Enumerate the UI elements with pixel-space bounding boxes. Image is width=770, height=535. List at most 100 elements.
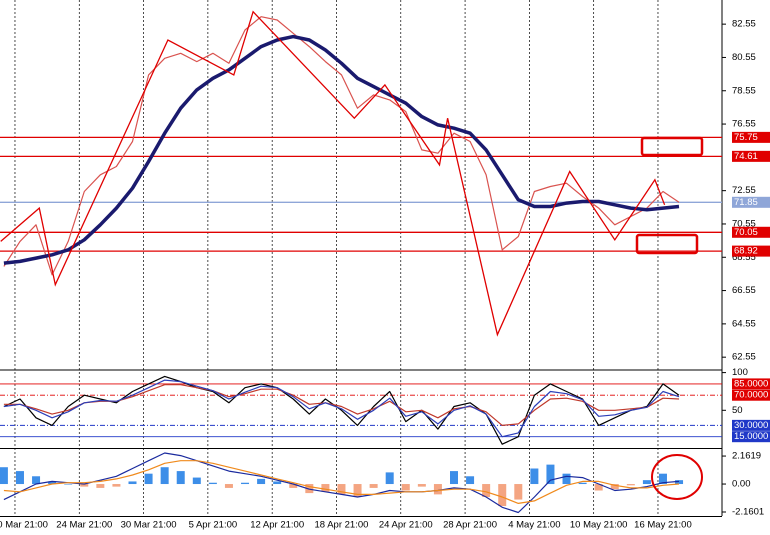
x-tick-label: 12 Apr 21:00 <box>250 520 304 531</box>
highlight-circle <box>651 454 703 500</box>
y-tick-label: 72.55 <box>732 185 756 196</box>
histogram-bar <box>658 473 667 485</box>
series-line <box>3 452 680 514</box>
histogram-bar <box>417 484 426 487</box>
histogram-bar <box>321 484 330 492</box>
x-tick-label: 18 Apr 21:00 <box>315 520 369 531</box>
y-tick-label: 0.00 <box>732 479 751 490</box>
series-line <box>3 379 680 438</box>
histogram-bar <box>385 472 394 485</box>
histogram-bar <box>305 484 314 494</box>
histogram-bar <box>514 484 523 500</box>
histogram-bar <box>610 484 619 490</box>
level-label-box <box>732 226 770 238</box>
histogram-bar <box>369 484 378 488</box>
histogram-bar <box>257 478 266 485</box>
y-tick-label: -2.1601 <box>732 507 764 518</box>
level-label-box <box>732 245 770 257</box>
histogram-bar <box>64 484 73 485</box>
histogram-bar <box>176 471 185 485</box>
y-tick-label: 76.55 <box>732 119 756 130</box>
series-line <box>3 34 680 265</box>
histogram-bar <box>48 481 57 485</box>
histogram-bar <box>241 482 250 485</box>
histogram-bar <box>498 484 507 507</box>
y-tick-label: 66.55 <box>732 285 756 296</box>
histogram-bar <box>15 471 24 485</box>
histogram-bar <box>401 484 410 491</box>
y-tick-label: 80.55 <box>732 52 756 63</box>
x-tick-label: 30 Mar 21:00 <box>121 520 177 531</box>
histogram-bar <box>546 464 555 485</box>
series-line <box>3 375 680 445</box>
histogram-bar <box>642 480 651 485</box>
x-tick-label: 28 Apr 21:00 <box>443 520 497 531</box>
level-label: 30.0000 <box>734 420 768 431</box>
histogram-bar <box>224 484 233 488</box>
x-tick-label: 16 May 21:00 <box>634 520 692 531</box>
histogram-bar <box>450 471 458 485</box>
level-label: 68.92 <box>734 246 758 257</box>
histogram-bar <box>626 484 635 486</box>
histogram-bar <box>273 481 282 485</box>
y-tick-label: 100 <box>732 367 748 378</box>
histogram-bar <box>594 484 603 491</box>
histogram-bar <box>208 482 217 485</box>
level-label: 85.0000 <box>734 378 768 389</box>
y-tick-label: 2.1619 <box>732 451 761 462</box>
zigzag-line <box>0 10 666 337</box>
histogram-bar <box>112 484 121 487</box>
histogram-bar <box>144 473 153 485</box>
level-label-box <box>732 131 770 143</box>
series-line <box>3 460 680 504</box>
level-label: 15.0000 <box>734 431 768 442</box>
y-tick-label: 68.55 <box>732 252 756 263</box>
level-label-box <box>732 389 770 401</box>
histogram-bar <box>466 476 475 485</box>
histogram-bar <box>32 476 41 485</box>
histogram-bar <box>160 467 169 485</box>
x-tick-label: 5 Apr 21:00 <box>189 520 238 531</box>
level-label-box <box>732 196 770 208</box>
level-label-box <box>732 431 770 443</box>
level-label: 70.05 <box>734 227 758 238</box>
x-tick-label: 4 May 21:00 <box>508 520 560 531</box>
histogram-bar <box>96 484 105 488</box>
y-tick-label: 78.55 <box>732 85 756 96</box>
y-tick-label: 62.55 <box>732 352 756 363</box>
histogram-bar <box>80 484 89 487</box>
x-tick-label: 24 Apr 21:00 <box>379 520 433 531</box>
x-tick-label: 10 May 21:00 <box>570 520 628 531</box>
level-label: 74.61 <box>734 151 758 162</box>
histogram-bar <box>289 484 298 488</box>
histogram-bar <box>353 484 362 497</box>
y-tick-label: 50 <box>732 405 743 416</box>
level-label: 75.75 <box>734 132 758 143</box>
histogram-bar <box>128 481 137 485</box>
histogram-bar <box>530 468 539 485</box>
level-label-box <box>732 419 770 431</box>
y-tick-label: 82.55 <box>732 19 756 30</box>
y-tick-label: 64.55 <box>732 318 756 329</box>
level-label-box <box>732 378 770 390</box>
level-label: 70.0000 <box>734 390 768 401</box>
histogram-bar <box>578 482 587 485</box>
series-line <box>3 16 680 276</box>
histogram-bar <box>482 484 491 497</box>
histogram-bar <box>433 484 442 495</box>
highlight-box <box>640 136 704 157</box>
histogram-bar <box>0 467 8 485</box>
histogram-bar <box>675 480 684 485</box>
histogram-bar <box>562 473 571 485</box>
x-tick-label: 24 Mar 21:00 <box>56 520 112 531</box>
x-tick-label: 20 Mar 21:00 <box>0 520 48 531</box>
histogram-bar <box>337 484 346 495</box>
histogram-bar <box>192 477 201 485</box>
highlight-box <box>635 233 699 255</box>
level-label-box <box>732 150 770 162</box>
y-tick-label: 70.55 <box>732 218 756 229</box>
level-label: 71.85 <box>734 197 758 208</box>
